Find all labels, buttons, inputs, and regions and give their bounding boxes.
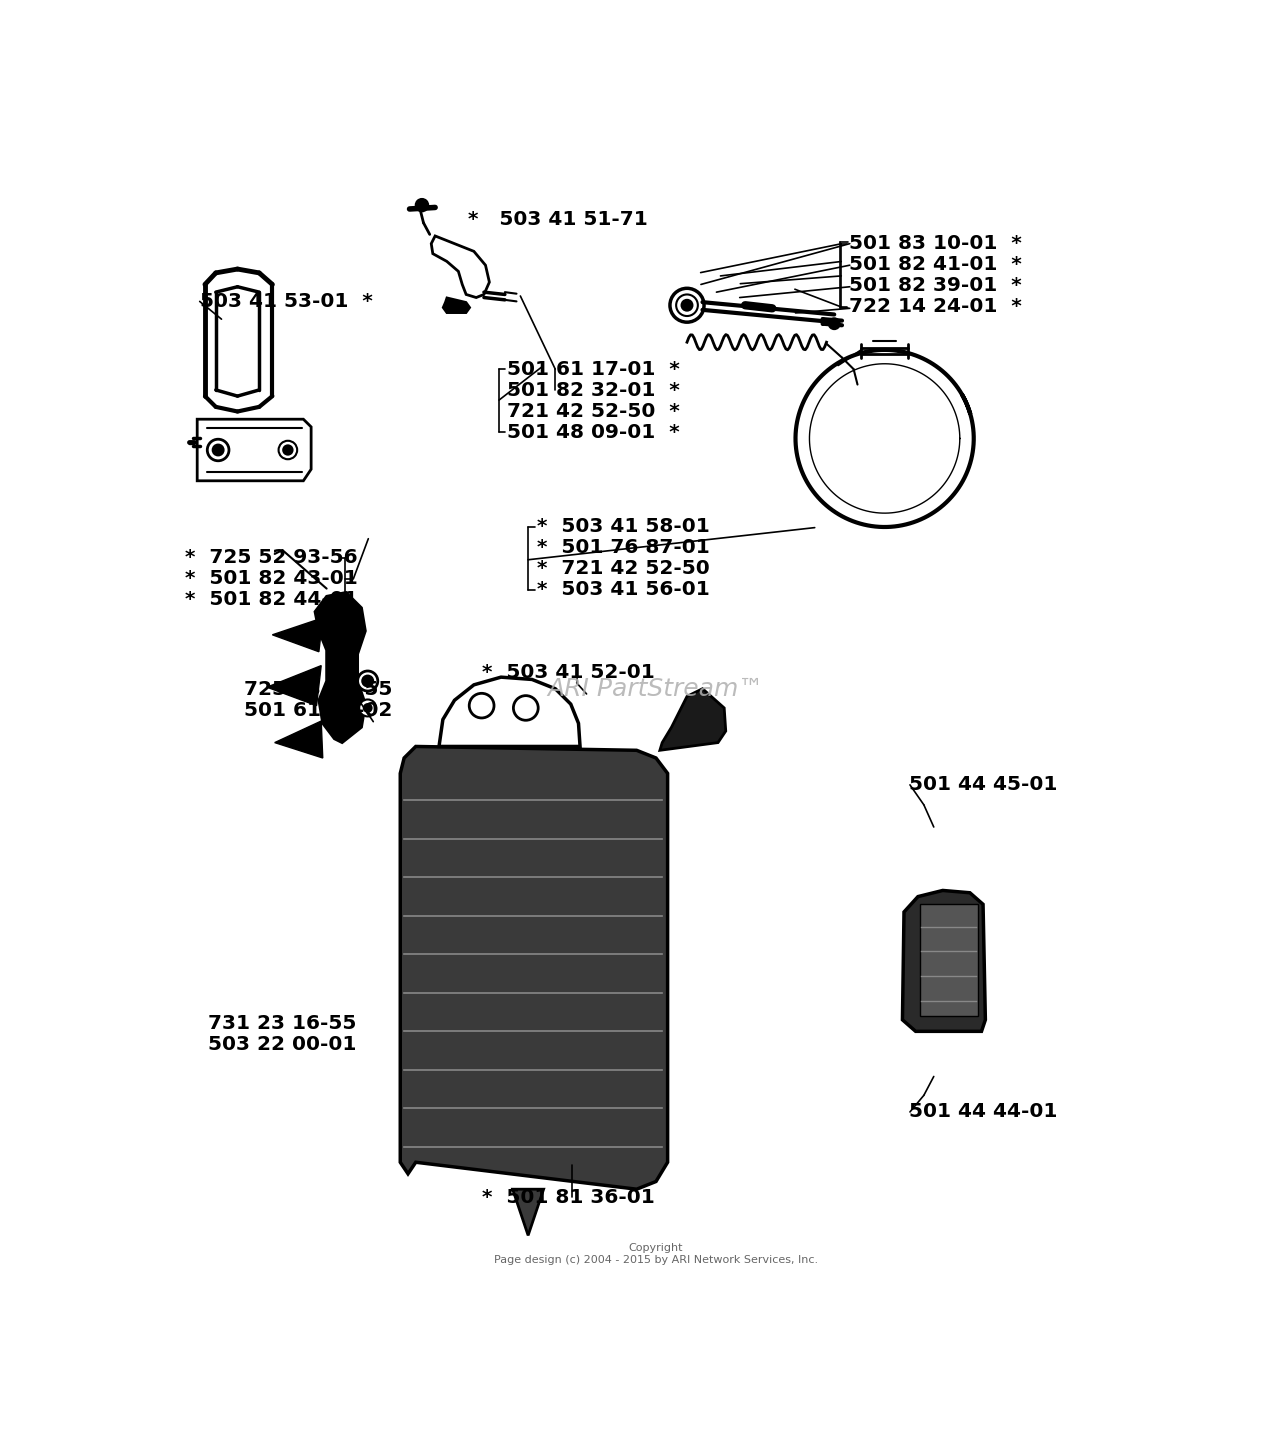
Text: *  721 42 52-50: * 721 42 52-50 (538, 559, 709, 577)
Circle shape (364, 704, 371, 711)
Circle shape (283, 445, 293, 455)
Text: *  501 76 87-01: * 501 76 87-01 (538, 539, 709, 557)
Text: 501 44 45-01: 501 44 45-01 (909, 775, 1057, 795)
Circle shape (513, 696, 538, 720)
Circle shape (416, 199, 428, 212)
Polygon shape (273, 618, 323, 652)
Circle shape (207, 439, 229, 461)
Text: *   503 41 51-71: * 503 41 51-71 (467, 210, 648, 229)
Circle shape (357, 671, 378, 691)
Text: 721 42 52-50  *: 721 42 52-50 * (507, 402, 680, 420)
Text: 501 82 41-01  *: 501 82 41-01 * (850, 255, 1023, 275)
Polygon shape (512, 1189, 544, 1236)
Text: 501 61 17-01  *: 501 61 17-01 * (507, 360, 680, 379)
Text: 722 14 24-01  *: 722 14 24-01 * (850, 298, 1023, 317)
Text: *  503 41 58-01: * 503 41 58-01 (538, 517, 709, 536)
Circle shape (829, 318, 840, 330)
Text: 503 41 53-01  *: 503 41 53-01 * (200, 292, 372, 311)
Circle shape (279, 441, 297, 459)
Text: 501 82 39-01  *: 501 82 39-01 * (850, 276, 1021, 295)
Circle shape (669, 288, 704, 323)
Polygon shape (902, 890, 986, 1031)
Polygon shape (275, 721, 323, 757)
Circle shape (362, 675, 374, 687)
Polygon shape (660, 688, 726, 750)
Circle shape (212, 445, 224, 455)
Text: Copyright
Page design (c) 2004 - 2015 by ARI Network Services, Inc.: Copyright Page design (c) 2004 - 2015 by… (494, 1243, 818, 1264)
Text: 731 23 16-55: 731 23 16-55 (207, 1014, 356, 1032)
Polygon shape (431, 236, 489, 298)
Text: *  501 82 44-01: * 501 82 44-01 (184, 590, 357, 609)
Text: *  503 41 52-01: * 503 41 52-01 (483, 664, 655, 683)
Polygon shape (919, 904, 978, 1017)
Circle shape (681, 300, 692, 311)
Polygon shape (401, 746, 668, 1189)
Text: *  503 41 56-01: * 503 41 56-01 (538, 580, 709, 599)
Polygon shape (197, 419, 311, 481)
Circle shape (360, 700, 376, 717)
Text: 503 22 00-01: 503 22 00-01 (207, 1035, 356, 1054)
Polygon shape (268, 665, 321, 706)
Polygon shape (315, 592, 365, 743)
Polygon shape (439, 677, 580, 746)
Text: *  501 82 43-01: * 501 82 43-01 (184, 569, 357, 588)
Text: 501 83 10-01  *: 501 83 10-01 * (850, 235, 1023, 253)
Circle shape (470, 693, 494, 719)
Polygon shape (443, 298, 470, 312)
Text: 501 82 32-01  *: 501 82 32-01 * (507, 380, 680, 400)
Text: *  501 81 36-01: * 501 81 36-01 (483, 1188, 655, 1207)
Text: ARI PartStream™: ARI PartStream™ (548, 677, 764, 701)
Circle shape (676, 294, 698, 315)
Text: *  725 52 93-56: * 725 52 93-56 (184, 549, 357, 567)
Text: 501 48 09-01  *: 501 48 09-01 * (507, 423, 680, 442)
Text: 725 63 67-55: 725 63 67-55 (244, 680, 393, 698)
Text: 501 44 44-01: 501 44 44-01 (909, 1103, 1057, 1122)
Text: 501 61 00-02: 501 61 00-02 (244, 701, 393, 720)
